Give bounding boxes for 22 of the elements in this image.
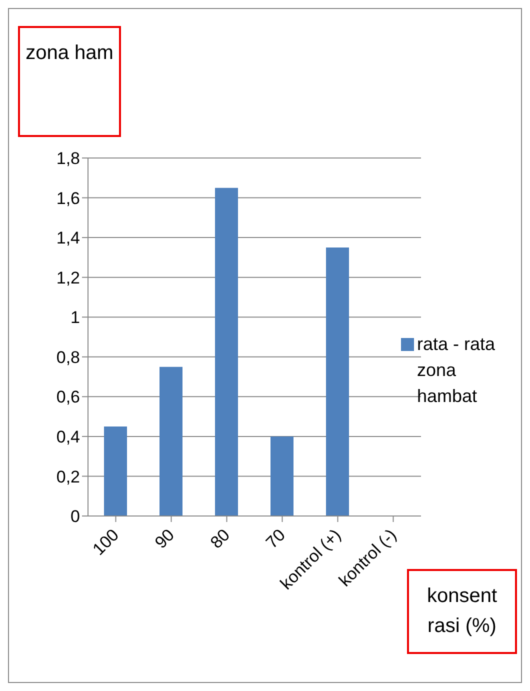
x-tick-label: 80: [206, 525, 234, 552]
y-tick-label: 0,4: [56, 427, 80, 446]
y-axis-title: zona ham: [18, 26, 121, 137]
bar: [160, 366, 182, 516]
y-tick-label: 1,4: [56, 228, 80, 248]
x-tick-label: 100: [89, 525, 123, 559]
x-axis-title: konsent rasi (%): [407, 569, 517, 654]
y-tick-label: 1,8: [56, 149, 80, 168]
y-tick-label: 0,8: [56, 348, 80, 367]
x-tick-label: 70: [262, 525, 290, 552]
y-tick-label: 1: [70, 308, 80, 328]
y-tick-label: 0,6: [56, 388, 80, 407]
bar: [270, 436, 294, 516]
bar: [104, 426, 127, 516]
y-tick-label: 1,6: [56, 188, 80, 208]
bar: [326, 248, 349, 516]
legend-label: rata - rata zona hambat: [417, 333, 496, 408]
x-tick-label: 90: [151, 525, 178, 552]
y-tick-label: 0: [70, 507, 80, 526]
y-tick-label: 0,2: [56, 467, 80, 486]
y-tick-label: 1,2: [56, 268, 80, 288]
bar: [215, 188, 238, 516]
